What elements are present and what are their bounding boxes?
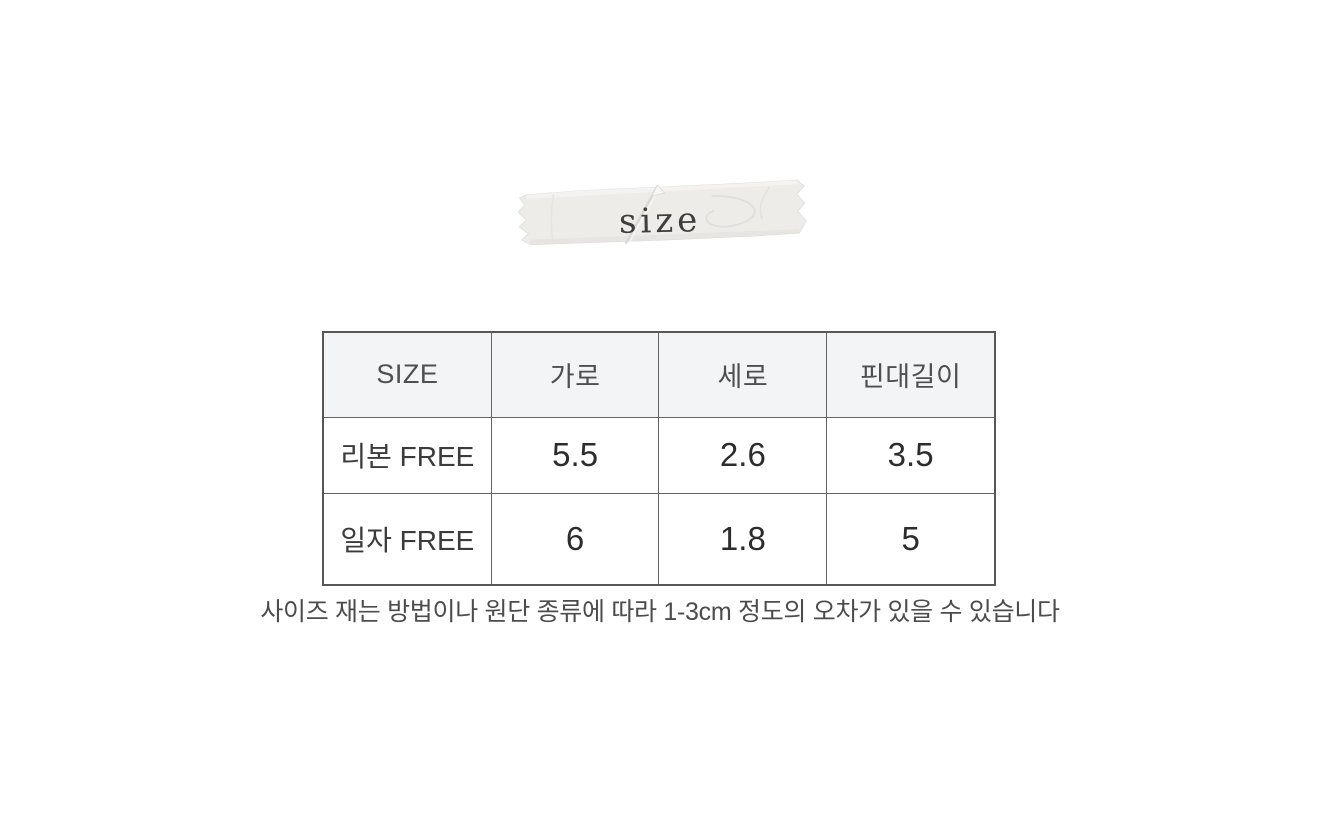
cell-value: 6 xyxy=(490,492,660,586)
cell-value: 2.6 xyxy=(658,416,828,494)
tape-banner: size xyxy=(511,176,812,252)
cell-value: 1.8 xyxy=(658,492,828,586)
header-cell-width: 가로 xyxy=(490,331,660,418)
table-row-straight-free: 일자 FREE 6 1.8 5 xyxy=(322,492,996,586)
header-cell-height: 세로 xyxy=(658,331,828,418)
cell-value: 5 xyxy=(826,492,996,586)
cell-value: 3.5 xyxy=(826,416,996,494)
table-row-ribbon-free: 리본 FREE 5.5 2.6 3.5 xyxy=(322,416,996,494)
size-table: SIZE 가로 세로 핀대길이 리본 FREE 5.5 2.6 3.5 일자 F… xyxy=(322,331,996,586)
size-table-header-row: SIZE 가로 세로 핀대길이 xyxy=(322,331,996,418)
row-label: 리본 FREE xyxy=(322,416,492,494)
tape-label: size xyxy=(619,200,702,242)
size-disclaimer-note: 사이즈 재는 방법이나 원단 종류에 따라 1-3cm 정도의 오차가 있을 수… xyxy=(260,598,1060,626)
header-cell-pin-length: 핀대길이 xyxy=(826,331,996,418)
row-label: 일자 FREE xyxy=(322,492,492,586)
cell-value: 5.5 xyxy=(490,416,660,494)
tape-graphic: size xyxy=(517,179,807,246)
header-cell-size: SIZE xyxy=(322,331,492,418)
